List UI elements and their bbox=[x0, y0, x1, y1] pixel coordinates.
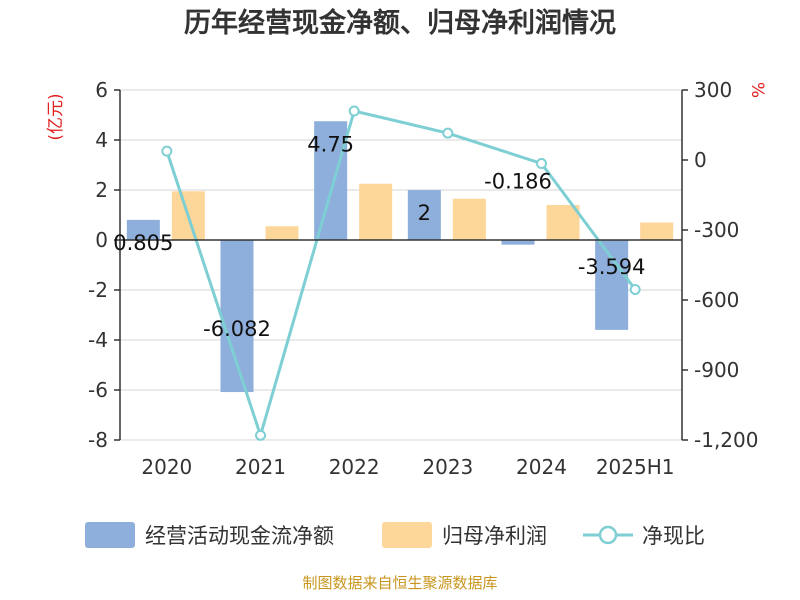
x-tick-label: 2025H1 bbox=[596, 455, 675, 479]
left-tick-label: -6 bbox=[88, 378, 108, 402]
left-tick-label: 2 bbox=[95, 178, 108, 202]
cashflow-bar bbox=[595, 240, 629, 330]
legend-swatch-cashflow bbox=[85, 522, 135, 548]
legend-marker-ratio bbox=[598, 525, 618, 545]
right-tick-label: 0 bbox=[694, 148, 707, 172]
right-tick-label: -1,200 bbox=[694, 428, 758, 452]
chart-title: 历年经营现金净额、归母净利润情况 bbox=[184, 7, 616, 39]
x-tick-label: 2024 bbox=[516, 455, 567, 479]
cashflow-value-label: 2 bbox=[418, 201, 431, 225]
left-tick-label: 6 bbox=[95, 78, 108, 102]
cashflow-bar bbox=[501, 240, 535, 245]
cashflow-value-label: -6.082 bbox=[203, 317, 271, 341]
right-axis-unit: % bbox=[747, 82, 767, 98]
ratio-line bbox=[161, 105, 641, 441]
source-note: 制图数据来自恒生聚源数据库 bbox=[302, 574, 497, 592]
cashflow-value-label: 4.75 bbox=[307, 132, 354, 156]
profit-bar bbox=[640, 222, 674, 240]
legend-swatch-profit bbox=[382, 522, 432, 548]
cashflow-bar bbox=[220, 240, 254, 393]
ratio-point bbox=[348, 105, 360, 117]
left-tick-label: -2 bbox=[88, 278, 108, 302]
legend-label-ratio: 净现比 bbox=[642, 524, 705, 548]
left-axis-unit: (亿元) bbox=[46, 93, 66, 140]
legend: 经营活动现金流净额 归母净利润 净现比 bbox=[85, 522, 705, 548]
x-tick-label: 2023 bbox=[422, 455, 473, 479]
cashflow-value-label: -3.594 bbox=[578, 255, 646, 279]
profit-bar bbox=[359, 183, 393, 240]
x-tick-label: 2022 bbox=[329, 455, 380, 479]
ratio-point bbox=[161, 145, 173, 157]
profit-bar bbox=[265, 226, 299, 240]
x-tick-label: 2020 bbox=[141, 455, 192, 479]
left-tick-label: 0 bbox=[95, 228, 108, 252]
left-tick-label: -8 bbox=[88, 428, 108, 452]
right-tick-label: 300 bbox=[694, 78, 732, 102]
left-tick-label: 4 bbox=[95, 128, 108, 152]
ratio-point bbox=[536, 158, 547, 169]
right-tick-label: -900 bbox=[694, 358, 739, 382]
ratio-point bbox=[442, 127, 454, 139]
cashflow-value-label: 0.805 bbox=[113, 231, 173, 255]
cashflow-value-label: -0.186 bbox=[484, 170, 552, 194]
ratio-line-path bbox=[165, 109, 637, 441]
cashflow-bar bbox=[126, 219, 160, 240]
x-tick-label: 2021 bbox=[235, 455, 286, 479]
left-tick-label: -4 bbox=[88, 328, 108, 352]
legend-label-profit: 归母净利润 bbox=[442, 524, 547, 548]
cashflow-bar bbox=[314, 121, 348, 240]
right-tick-label: -300 bbox=[694, 218, 739, 242]
ratio-point bbox=[255, 429, 266, 441]
cashflow-bar bbox=[407, 190, 441, 240]
data-labels: 0.805 -6.082 4.75 2 -0.186 -3.594 bbox=[113, 132, 645, 341]
profit-bar bbox=[546, 205, 580, 240]
ratio-point bbox=[629, 284, 641, 295]
profit-bar bbox=[452, 198, 486, 240]
right-tick-label: -600 bbox=[694, 288, 739, 312]
legend-label-cashflow: 经营活动现金流净额 bbox=[145, 524, 334, 548]
